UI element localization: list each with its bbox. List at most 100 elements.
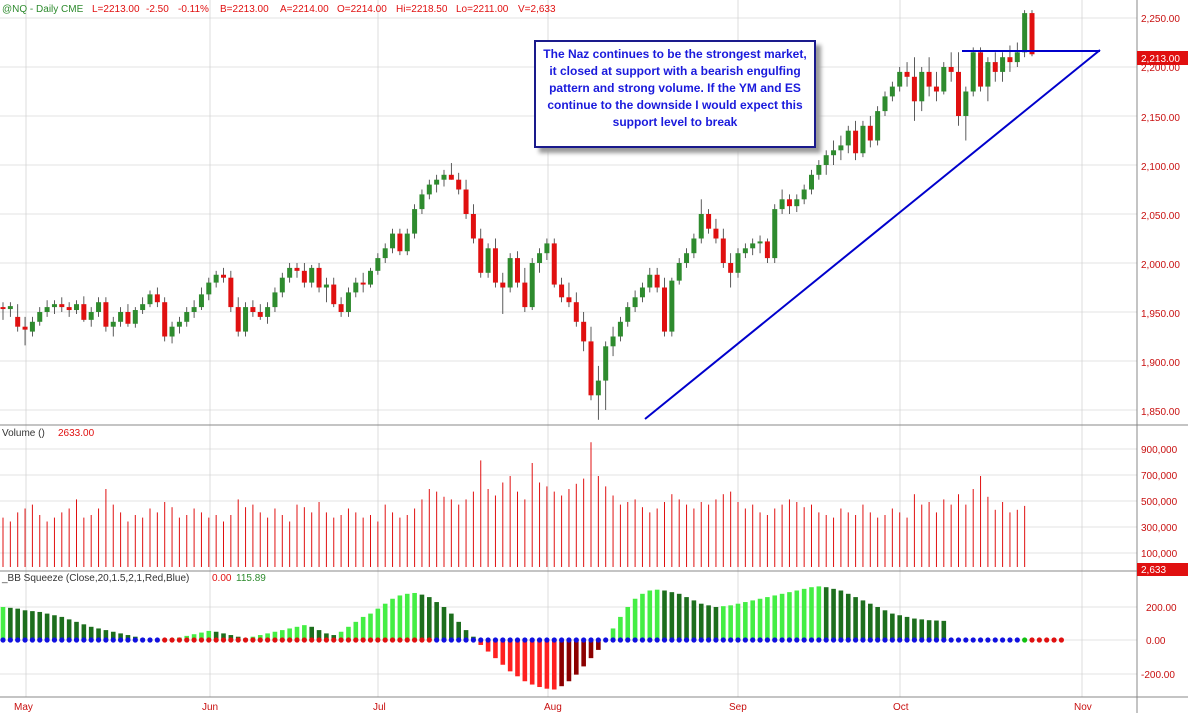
squeeze-dot (1014, 637, 1020, 643)
candle-body (647, 274, 653, 288)
squeeze-dot (853, 637, 859, 643)
squeeze-dot (617, 637, 624, 643)
candle-body (228, 277, 234, 308)
squeeze-bar (81, 624, 87, 640)
squeeze-dot (412, 637, 418, 643)
squeeze-dot (500, 637, 506, 643)
squeeze-dot (514, 637, 521, 643)
squeeze-dot (242, 637, 249, 643)
candle-body (81, 304, 87, 320)
squeeze-dot (485, 637, 491, 643)
candle-body (1022, 13, 1028, 53)
squeeze-bar (485, 640, 491, 652)
squeeze-dot (860, 637, 866, 643)
squeeze-bar (750, 600, 755, 640)
candle-body (360, 282, 366, 285)
candle-body (603, 346, 609, 381)
squeeze-dot (184, 637, 190, 643)
squeeze-dot (66, 637, 72, 643)
volume-panel-title: Volume () (2, 428, 45, 439)
candle-body (96, 302, 102, 312)
squeeze-hist-layer (0, 586, 947, 690)
squeeze-dot (875, 637, 881, 643)
last-volume-label: 2,633 (1141, 565, 1166, 576)
candle-body (853, 130, 859, 154)
header-ask: A=2214.00 (280, 4, 329, 15)
candle-body (779, 199, 785, 210)
squeeze-dot (125, 637, 131, 643)
squeeze-dot (639, 637, 646, 643)
candle-body (786, 199, 792, 207)
squeeze-dot (838, 637, 844, 643)
candle-body (250, 307, 256, 312)
last-price-marker (1137, 51, 1188, 65)
candle-body (74, 304, 79, 311)
header-symbol: @NQ - Daily CME (2, 4, 84, 15)
candle-body (537, 253, 543, 263)
squeeze-bar (625, 607, 631, 640)
squeeze-bar (15, 608, 20, 640)
candle-body (867, 125, 873, 141)
squeeze-bar (537, 640, 542, 688)
squeeze-dot (985, 637, 991, 643)
squeeze-dot (1000, 637, 1006, 643)
candle-body (676, 263, 682, 281)
candle-body (838, 145, 844, 151)
squeeze-dot (772, 637, 778, 643)
squeeze-dot (257, 637, 263, 643)
x-label-jul: Jul (373, 702, 386, 713)
squeeze-dot (1051, 637, 1057, 643)
squeeze-dot (1029, 637, 1035, 643)
squeeze-bar (853, 597, 858, 640)
candle-body (559, 284, 565, 298)
candle-body (588, 341, 594, 396)
squeeze-dot (904, 637, 910, 643)
squeeze-dot (81, 637, 87, 643)
squeeze-bar (110, 631, 116, 640)
candle-body (470, 214, 476, 239)
squeeze-dot (213, 637, 219, 643)
candle-body (654, 274, 660, 288)
squeeze-dot (426, 637, 432, 643)
squeeze-dot (456, 637, 462, 643)
squeeze-bar (390, 598, 395, 640)
header-change: -2.50 (146, 4, 169, 15)
squeeze-bar (765, 597, 770, 640)
squeeze-dot (823, 637, 829, 643)
squeeze-dot (882, 637, 888, 643)
squeeze-bar (934, 620, 939, 640)
candle-body (919, 71, 925, 102)
candle-body (522, 282, 528, 308)
candle-body (37, 312, 43, 322)
squeeze-dot (647, 637, 653, 643)
squeeze-dot (610, 637, 616, 643)
squeeze-dot (581, 637, 587, 643)
candle-body (88, 312, 94, 320)
candle-body (279, 277, 285, 293)
squeeze-dot (1022, 637, 1028, 643)
squeeze-dot (338, 637, 344, 643)
squeeze-dot (779, 637, 785, 643)
candle-body (662, 287, 667, 332)
annotation-box: The Naz continues to be the strongest ma… (534, 40, 816, 148)
squeeze-dot (118, 637, 124, 643)
squeeze-bar (96, 628, 101, 640)
squeeze-dot (309, 637, 315, 643)
candle-body (103, 302, 109, 327)
squeeze-dot (720, 637, 726, 643)
squeeze-dot (470, 637, 476, 643)
price-tick: 2,250.00 (1141, 14, 1180, 25)
candle-body (750, 243, 756, 249)
candle-body (595, 380, 601, 396)
squeeze-dot (801, 637, 807, 643)
squeeze-dot (691, 637, 697, 643)
squeeze-bar (721, 606, 726, 640)
x-label-nov: Nov (1074, 702, 1092, 713)
squeeze-dot (103, 637, 109, 643)
volume-tick: 300,000 (1141, 523, 1178, 534)
squeeze-dot (867, 637, 873, 643)
candle-body (419, 194, 425, 210)
squeeze-dot (140, 637, 146, 643)
squeeze-dot (88, 637, 94, 643)
candle-body (382, 248, 388, 259)
